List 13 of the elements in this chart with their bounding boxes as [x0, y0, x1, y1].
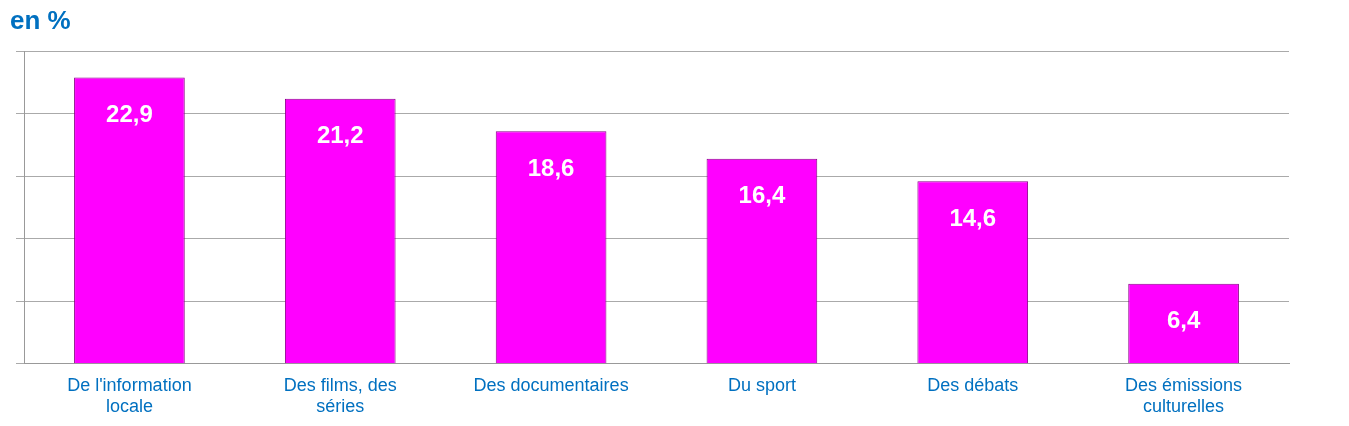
x-tick-label: Des documentaires — [473, 374, 629, 395]
data-label: 6,4 — [1166, 306, 1201, 334]
x-tick-label: Du sport — [727, 374, 796, 395]
x-tick-label: Des émissions culturelles — [1125, 374, 1243, 417]
data-label: 16,4 — [738, 181, 786, 209]
data-label: 21,2 — [316, 121, 364, 149]
x-tick-label: De l'information locale — [67, 374, 192, 417]
x-tick-label: Des débats — [927, 374, 1019, 395]
data-label: 14,6 — [949, 203, 997, 231]
data-label: 18,6 — [527, 153, 575, 181]
chart-title: en % — [10, 4, 71, 35]
data-label: 22,9 — [106, 100, 153, 128]
x-tick-label: Des films, des séries — [283, 374, 397, 417]
